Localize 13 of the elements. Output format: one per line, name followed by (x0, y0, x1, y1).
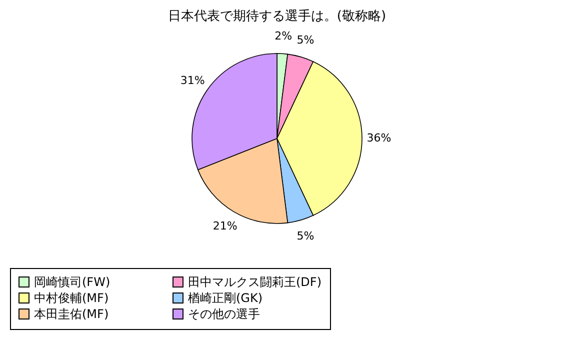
data-label: 21% (212, 219, 238, 232)
data-label: 36% (366, 132, 392, 144)
legend-label: 中村俊輔(MF) (34, 291, 109, 305)
data-label: 5% (296, 34, 314, 47)
data-label: 2% (274, 30, 292, 43)
data-label: 31% (180, 74, 205, 88)
legend-label: 楢崎正剛(GK) (188, 291, 263, 305)
legend-label: 岡崎慎司(FW) (34, 275, 110, 289)
legend-label: その他の選手 (188, 307, 260, 321)
chart-title: 日本代表で期待する選手は。(敬称略) (168, 9, 386, 24)
legend-label: 田中マルクス闘莉王(DF) (188, 275, 322, 289)
legend-label: 本田圭佑(MF) (34, 307, 109, 321)
data-label: 5% (296, 229, 314, 242)
